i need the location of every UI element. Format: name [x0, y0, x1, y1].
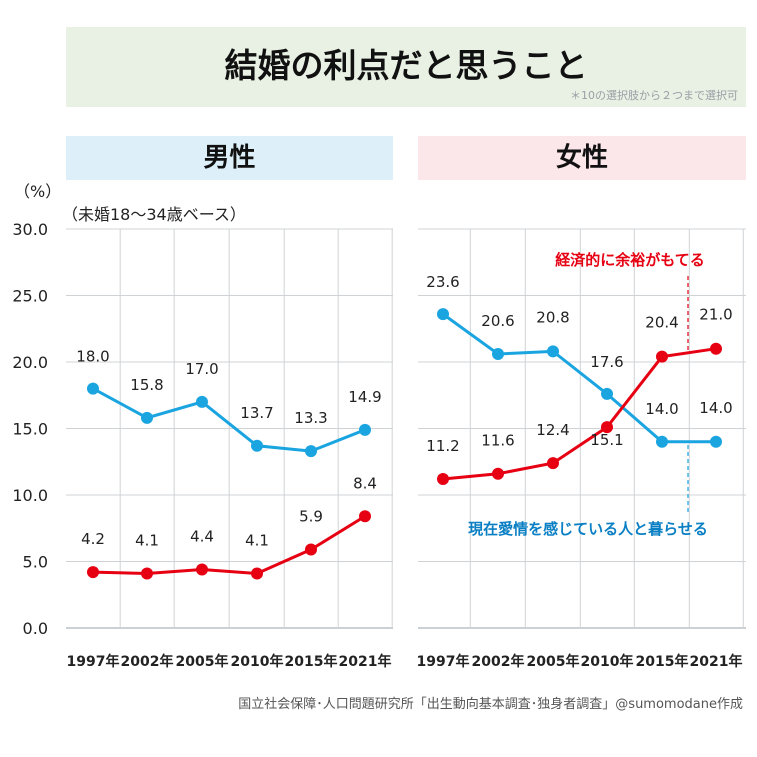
data-point [437, 308, 449, 321]
data-label: 12.4 [536, 421, 569, 439]
data-point [87, 382, 99, 395]
data-point [656, 435, 668, 448]
data-point [656, 350, 668, 363]
data-label: 13.7 [240, 404, 273, 422]
data-label: 14.0 [645, 400, 678, 418]
data-point [710, 435, 722, 448]
series-line [442, 312, 716, 444]
data-point [492, 467, 504, 480]
data-label: 18.0 [76, 348, 109, 366]
data-point [87, 566, 99, 579]
data-label: 14.9 [348, 388, 381, 406]
data-label: 20.4 [645, 314, 678, 332]
chart-title: 結婚の利点だと思うこと [224, 46, 588, 85]
x-tick-label: 2002年 [121, 653, 174, 670]
y-tick-label: 25.0 [12, 287, 48, 306]
data-label: 11.2 [426, 437, 459, 455]
data-label: 15.8 [130, 376, 163, 394]
y-tick-label: 0.0 [23, 619, 48, 638]
male-panel-header: 男性 [66, 136, 393, 180]
data-label: 14.0 [699, 399, 732, 417]
x-tick-label: 2010年 [231, 653, 284, 670]
data-label: 4.1 [135, 531, 159, 549]
series-line [92, 387, 366, 453]
x-tick-label: 1997年 [67, 653, 120, 670]
data-label: 17.0 [185, 360, 218, 378]
data-label: 8.4 [353, 474, 377, 492]
x-tick-label: 1997年 [417, 653, 470, 670]
female-panel-header: 女性 [418, 136, 746, 180]
y-tick-label: 20.0 [12, 353, 48, 372]
data-point [437, 473, 449, 486]
data-point [141, 567, 153, 580]
data-label: 11.6 [481, 432, 514, 450]
unit-label: （%） [14, 182, 62, 201]
title-banner: 結婚の利点だと思うこと ＊10の選択肢から２つまで選択可 [66, 27, 746, 107]
x-tick-label: 2002年 [472, 653, 525, 670]
y-tick-label: 30.0 [12, 220, 48, 239]
y-tick-label: 10.0 [12, 486, 48, 505]
data-point [547, 345, 559, 358]
data-point [492, 348, 504, 361]
x-tick-label: 2005年 [527, 653, 580, 670]
data-label: 5.9 [299, 508, 323, 526]
data-label: 20.8 [536, 308, 569, 326]
x-tick-label: 2015年 [285, 653, 338, 670]
data-point [305, 543, 317, 556]
base-note: （未婚18〜34歳ベース） [62, 205, 246, 224]
series-line [442, 347, 717, 481]
series-label-red: 経済的に余裕がもてる [555, 251, 704, 269]
data-point [710, 342, 722, 355]
data-point [141, 411, 153, 424]
x-tick-label: 2010年 [581, 653, 634, 670]
data-label: 4.4 [190, 527, 214, 545]
x-tick-label: 2015年 [636, 653, 689, 670]
data-label: 17.6 [590, 353, 623, 371]
x-tick-label: 2005年 [176, 653, 229, 670]
data-point [601, 421, 613, 434]
source-note: 国立社会保障･人口問題研究所「出生動向基本調査･独身者調査」@sumomodan… [238, 697, 743, 712]
data-label: 21.0 [699, 306, 732, 324]
series-label-blue: 現在愛情を感じている人と暮らせる [468, 520, 708, 538]
data-label: 13.3 [294, 409, 327, 427]
data-point [547, 457, 559, 470]
data-point [359, 510, 371, 523]
x-tick-label: 2021年 [339, 653, 392, 670]
data-point [196, 395, 208, 408]
data-point [251, 567, 263, 580]
data-point [359, 423, 371, 436]
y-tick-label: 5.0 [23, 553, 48, 572]
x-tick-label: 2021年 [690, 653, 743, 670]
data-point [601, 387, 613, 400]
data-label: 4.2 [81, 530, 105, 548]
y-tick-label: 15.0 [12, 420, 48, 439]
data-label: 4.1 [245, 531, 269, 549]
data-label: 15.1 [590, 431, 623, 449]
series-line [92, 515, 366, 575]
data-point [305, 445, 317, 458]
data-label: 23.6 [426, 273, 459, 291]
title-note: ＊10の選択肢から２つまで選択可 [570, 89, 738, 102]
data-label: 20.6 [481, 312, 514, 330]
data-point [251, 439, 263, 452]
data-point [196, 563, 208, 576]
